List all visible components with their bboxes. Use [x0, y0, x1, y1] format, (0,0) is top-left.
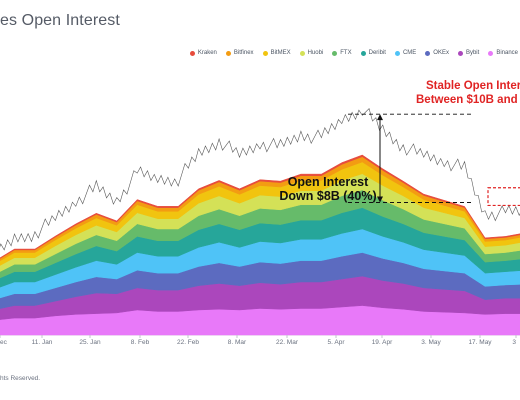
legend-swatch — [425, 50, 431, 56]
x-axis-ticks: ec 11. Jan 25. Jan 8. Feb 22. Feb 8. Mar 22. M… — [0, 335, 517, 346]
legend-item-huobi[interactable]: Huobi — [299, 50, 324, 56]
stable-open-interest-label-line1: Stable Open Intere — [426, 80, 520, 92]
legend-swatch — [262, 50, 268, 56]
price-overlay — [0, 108, 520, 251]
area-kraken — [0, 154, 520, 259]
x-tick-label: 3. May — [421, 339, 441, 346]
stable-open-interest-label-line2: Between $10B and — [416, 94, 518, 106]
x-tick-label: ec — [0, 339, 8, 346]
legend-swatch — [225, 50, 231, 56]
x-tick-label: 19. Apr — [372, 339, 393, 346]
legend-swatch — [332, 50, 338, 56]
legend-swatch — [394, 50, 400, 56]
copyright-footer: hts Reserved. — [0, 375, 41, 382]
chart-title: es Open Interest — [0, 12, 120, 29]
arrow-head-top — [377, 114, 383, 121]
price-line — [0, 108, 520, 251]
legend-label: Bybit — [465, 50, 480, 56]
x-tick-label: 22. Mar — [276, 339, 299, 346]
legend-item-ftx[interactable]: FTX — [332, 50, 352, 56]
x-tick-label: 22. Feb — [177, 339, 199, 346]
legend-label: CME — [402, 50, 417, 56]
arrow-head-bottom — [377, 196, 383, 203]
legend-label: Deribit — [368, 50, 386, 56]
legend-label: BitMEX — [270, 50, 291, 56]
legend-swatch — [457, 50, 463, 56]
stable-range-box — [487, 187, 520, 207]
x-tick-label: 25. Jan — [79, 339, 101, 346]
legend-label: FTX — [340, 50, 352, 56]
legend-swatch — [189, 50, 195, 56]
legend-item-kraken[interactable]: Kraken — [189, 50, 217, 56]
legend-label: Bitfinex — [233, 50, 254, 56]
x-tick-label: 8. Mar — [228, 339, 247, 346]
open-interest-label-line2: Down $8B (40%) — [279, 189, 376, 203]
legend-swatch — [360, 50, 366, 56]
legend-label: OKEx — [433, 50, 449, 56]
legend-item-binance[interactable]: Binance — [488, 50, 518, 56]
legend-swatch — [488, 50, 494, 56]
annotations: Open Interest Down $8B (40%) Stable Open… — [279, 80, 520, 207]
legend-item-bitmex[interactable]: BitMEX — [262, 50, 291, 56]
x-tick-label: 5. Apr — [328, 339, 346, 346]
legend-item-okex[interactable]: OKEx — [425, 50, 449, 56]
x-tick-label: 3 — [512, 339, 516, 346]
legend-item-cme[interactable]: CME — [394, 50, 417, 56]
legend-label: Kraken — [197, 50, 217, 56]
legend-item-deribit[interactable]: Deribit — [360, 50, 386, 56]
legend-label: Binance — [496, 50, 518, 56]
x-tick-label: 11. Jan — [32, 339, 53, 346]
x-tick-label: 8. Feb — [131, 339, 150, 346]
legend-item-bitfinex[interactable]: Bitfinex — [225, 50, 254, 56]
legend-swatch — [299, 50, 305, 56]
legend-label: Huobi — [307, 50, 324, 56]
chart-legend: Kraken Bitfinex BitMEX Huobi FTX Deribit CME OK… — [189, 50, 518, 56]
stacked-areas — [0, 154, 520, 336]
x-tick-label: 17. May — [468, 339, 492, 346]
open-interest-label-line1: Open Interest — [288, 175, 369, 189]
legend-item-bybit[interactable]: Bybit — [457, 50, 480, 56]
